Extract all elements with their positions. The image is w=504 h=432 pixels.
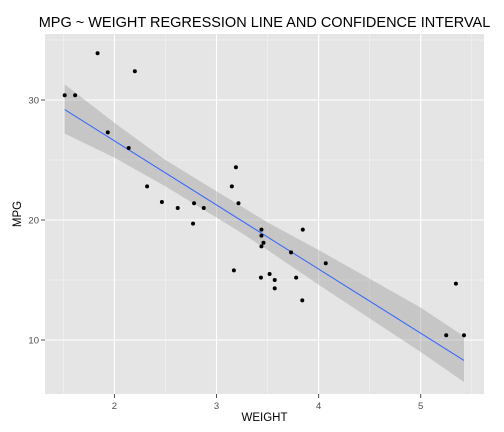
tick-labels: 2 3 4 5 10 20 30	[28, 96, 423, 413]
data-points	[62, 51, 466, 338]
data-point	[231, 268, 236, 273]
y-tick-label: 10	[28, 336, 39, 347]
data-point	[272, 278, 277, 282]
axis-ticks	[41, 99, 422, 398]
data-point	[73, 93, 78, 98]
data-point	[289, 250, 294, 255]
data-point	[126, 146, 131, 150]
x-tick-label: 2	[112, 401, 117, 412]
data-point	[258, 275, 263, 280]
plot-panel	[45, 34, 484, 394]
data-point	[272, 286, 277, 291]
x-tick-label: 4	[316, 401, 321, 412]
data-point	[191, 221, 196, 226]
y-tick-label: 30	[28, 96, 39, 107]
data-point	[159, 200, 164, 204]
data-point	[444, 333, 449, 338]
x-axis-title: WEIGHT	[242, 412, 288, 424]
data-point	[105, 130, 110, 135]
data-point	[294, 275, 299, 280]
x-tick-label: 5	[418, 401, 423, 412]
data-point	[175, 206, 180, 210]
y-tick-label: 20	[28, 216, 39, 227]
data-point	[267, 272, 272, 276]
data-point	[259, 233, 264, 238]
data-point	[300, 298, 305, 303]
regression-line	[64, 109, 465, 361]
data-point	[201, 206, 206, 210]
major-gridlines	[45, 34, 484, 394]
data-point	[233, 165, 238, 170]
data-point	[145, 184, 150, 189]
y-axis-title: MPG	[12, 201, 24, 227]
data-point	[192, 201, 197, 206]
data-point	[95, 51, 100, 56]
data-point	[323, 261, 328, 266]
data-point	[461, 333, 466, 338]
data-point	[453, 281, 458, 286]
data-point	[62, 93, 67, 98]
data-point	[261, 240, 266, 245]
data-point	[229, 184, 234, 189]
confidence-band	[64, 84, 464, 383]
x-tick-label: 3	[214, 401, 219, 412]
data-point	[259, 227, 264, 232]
data-point	[132, 69, 137, 74]
chart-title: MPG ~ WEIGHT REGRESSION LINE AND CONFIDE…	[39, 15, 491, 31]
data-point	[300, 227, 305, 232]
data-point	[236, 201, 241, 206]
data-point	[259, 244, 264, 249]
